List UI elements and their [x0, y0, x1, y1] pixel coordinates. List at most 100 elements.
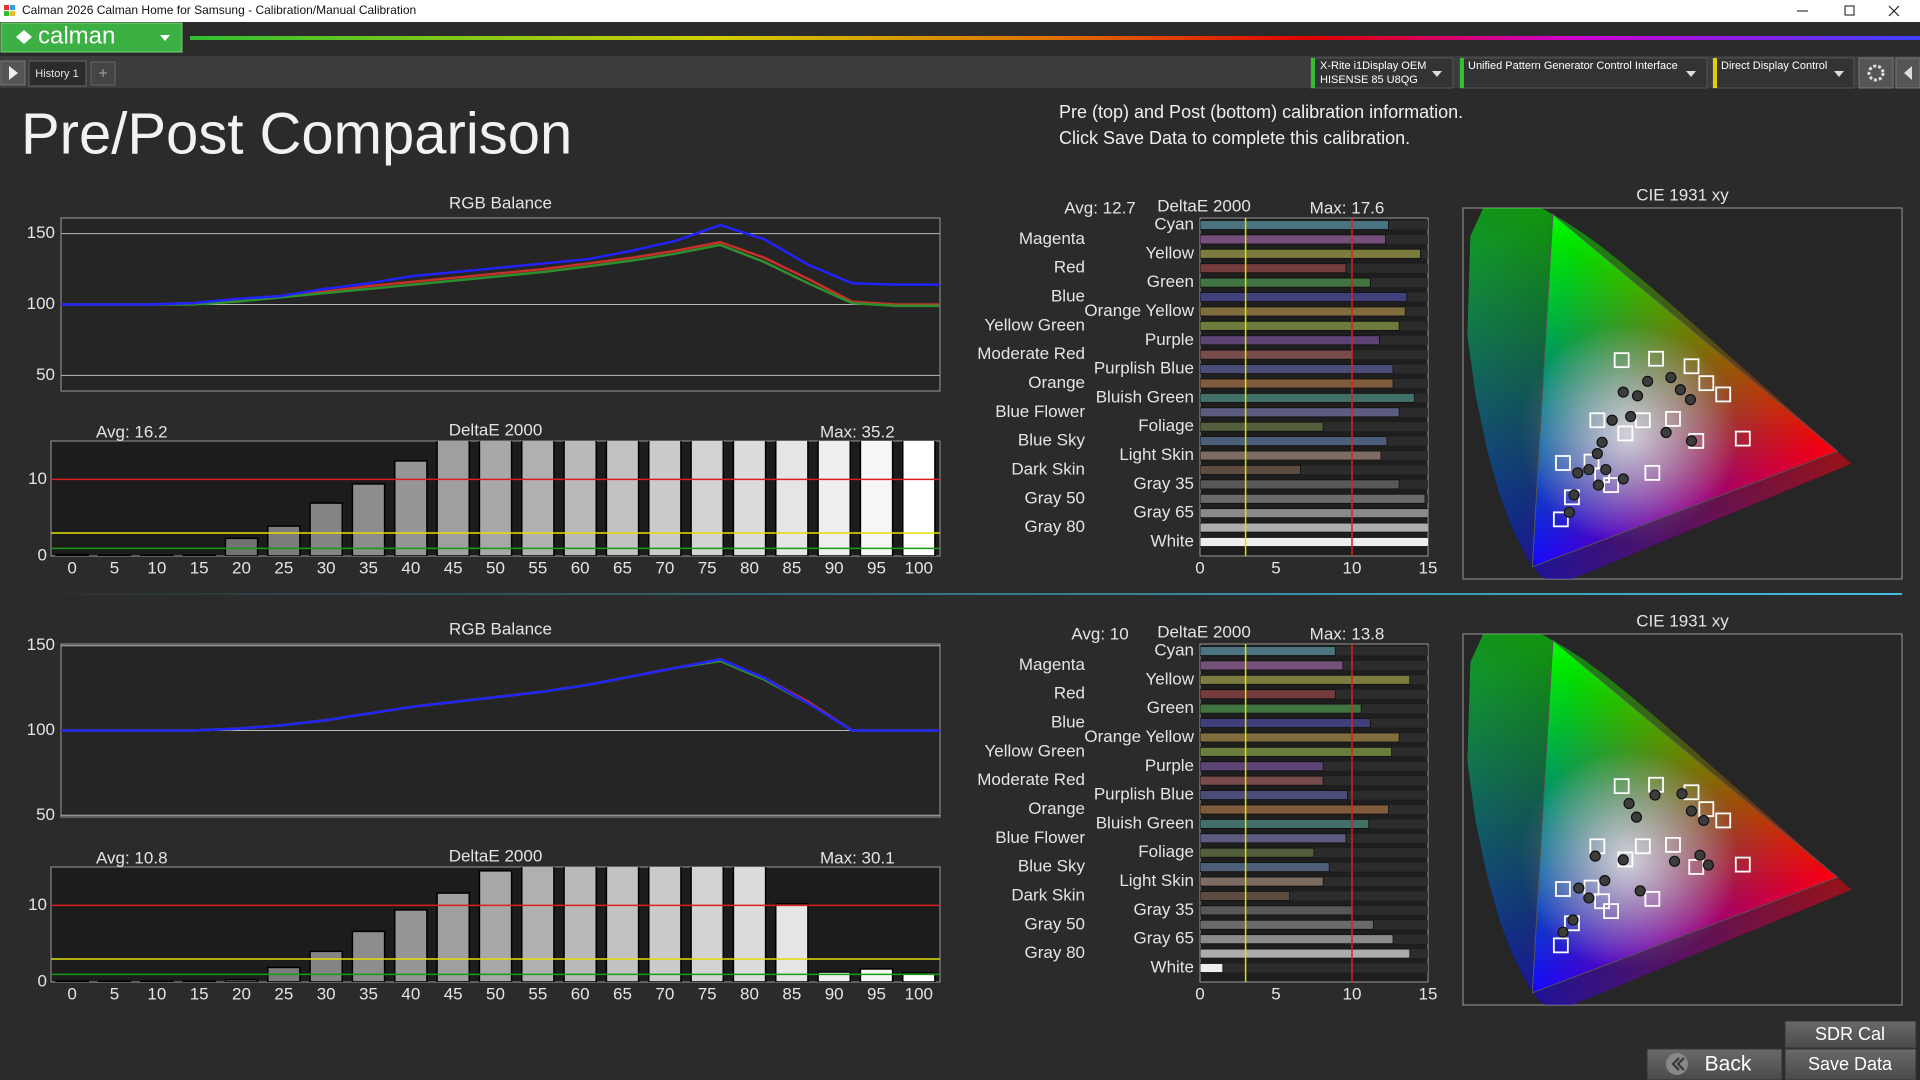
sdr-cal-button[interactable]	[1784, 1020, 1917, 1049]
category-label: Gray 80	[1025, 517, 1085, 536]
maximize-button[interactable]	[1844, 5, 1855, 16]
gamut-outline	[1531, 213, 1839, 568]
category-label: Blue	[1051, 713, 1085, 732]
max-label: Max: 30.1	[820, 848, 895, 867]
save-data-button[interactable]	[1784, 1048, 1917, 1080]
category-label: Blue Sky	[1018, 431, 1086, 450]
bar	[1200, 905, 1353, 916]
target-marker	[1603, 903, 1619, 919]
pattern-dropdown[interactable]	[1459, 57, 1708, 89]
y-tick-label: 150	[27, 223, 55, 242]
bar	[436, 441, 471, 556]
page-title: Pre/Post Comparison	[21, 101, 572, 166]
category-label: Gray 65	[1134, 929, 1194, 948]
status-bar	[1460, 58, 1464, 88]
bar	[266, 525, 301, 556]
chart-title: RGB Balance	[449, 193, 552, 212]
dropdown-arrow	[1432, 71, 1442, 77]
x-tick-label: 10	[1343, 558, 1362, 577]
category-label: Orange Yellow	[1084, 301, 1194, 320]
chart-title: DeltaE 2000	[1157, 622, 1251, 641]
category-label: Gray 35	[1134, 474, 1194, 493]
x-tick-label: 60	[571, 558, 590, 577]
bar	[55, 553, 90, 556]
target-marker	[1594, 893, 1611, 910]
category-label: Light Skin	[1119, 871, 1194, 890]
bar	[732, 867, 767, 982]
category-label: Orange	[1028, 799, 1085, 818]
title-bar	[0, 0, 1920, 22]
measured-marker	[1600, 463, 1612, 476]
button-label: Save Data	[1808, 1054, 1893, 1074]
bar	[1200, 508, 1428, 519]
display-dropdown[interactable]	[1712, 57, 1855, 89]
category-label: Magenta	[1019, 655, 1086, 674]
x-tick-label: 40	[401, 984, 420, 1003]
category-label: Bluish Green	[1096, 813, 1194, 832]
bar	[901, 972, 936, 982]
bar	[139, 554, 174, 556]
x-tick-label: 85	[782, 558, 801, 577]
category-label: Blue Flower	[995, 828, 1085, 847]
x-tick-label: 15	[1419, 558, 1438, 577]
logo-mark	[16, 30, 32, 44]
bar	[1200, 833, 1347, 844]
x-tick-label: 10	[1343, 984, 1362, 1003]
bar	[1200, 934, 1394, 945]
window-title: Calman 2026 Calman Home for Samsung - Ca…	[22, 3, 416, 17]
y-tick-label: 10	[28, 895, 47, 914]
measured-marker	[1676, 788, 1688, 800]
pattern-name: Unified Pattern Generator Control Interf…	[1468, 60, 1678, 72]
bars	[55, 867, 936, 982]
arrow-icon	[1904, 66, 1912, 80]
measured-marker	[1567, 914, 1579, 926]
back-button[interactable]	[1646, 1048, 1783, 1080]
bar	[817, 441, 852, 556]
target-marker	[1634, 412, 1651, 429]
bar	[563, 441, 598, 556]
x-tick-label: 40	[401, 558, 420, 577]
measured-marker	[1660, 426, 1672, 439]
x-tick-label: 75	[698, 558, 717, 577]
bar	[182, 980, 217, 982]
bar	[1200, 761, 1324, 772]
category-label: Bluish Green	[1096, 387, 1194, 406]
bar	[1200, 790, 1348, 800]
calman-menu-button[interactable]	[0, 22, 183, 53]
chart-title: CIE 1931 xy	[1636, 611, 1729, 630]
chart-title: DeltaE 2000	[1157, 196, 1251, 215]
measured-marker	[1623, 797, 1635, 810]
measured-marker	[1599, 874, 1611, 887]
dropdown-arrow	[160, 35, 170, 41]
tab-label: History 1	[35, 68, 78, 80]
x-tick-label: 80	[740, 984, 759, 1003]
bar	[690, 441, 725, 556]
bar	[774, 903, 809, 982]
target-marker	[1603, 477, 1619, 493]
bar	[393, 909, 428, 982]
measured-marker	[1617, 473, 1629, 485]
bar	[1200, 450, 1382, 461]
measured-marker	[1617, 854, 1629, 866]
bar	[1200, 876, 1324, 887]
category-label: Purple	[1145, 756, 1194, 775]
bar	[55, 980, 90, 982]
tab[interactable]	[28, 60, 87, 87]
meter-dropdown[interactable]	[1310, 57, 1454, 89]
measured-marker	[1617, 386, 1629, 398]
category-label: Cyan	[1154, 214, 1194, 233]
x-tick-label: 30	[317, 558, 336, 577]
bar	[309, 950, 344, 982]
measured-marker	[1649, 789, 1661, 801]
series-line	[61, 223, 940, 306]
gamut-outline	[1531, 639, 1839, 994]
y-tick-label: 0	[38, 971, 47, 990]
target-marker	[1555, 881, 1571, 897]
bar	[1200, 862, 1330, 873]
measured-marker	[1589, 850, 1601, 862]
bar	[351, 930, 386, 982]
category-label: Purplish Blue	[1094, 359, 1194, 378]
close-button[interactable]	[1888, 5, 1900, 17]
settings-button[interactable]	[1858, 57, 1894, 89]
